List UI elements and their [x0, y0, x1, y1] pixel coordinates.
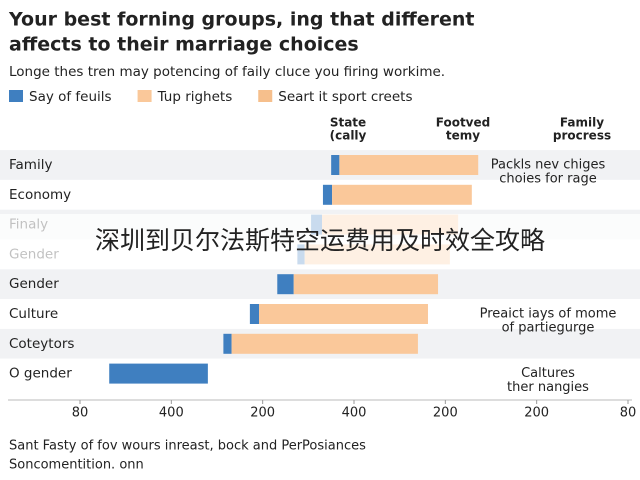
category-label: O gender	[9, 366, 72, 382]
x-tick-label: 80	[72, 406, 89, 421]
category-label: Coteytors	[9, 336, 74, 352]
bar-segment	[109, 363, 208, 384]
chart-title: Your best forning groups, ing that diffe…	[8, 9, 474, 31]
legend-label: Say of feuils	[29, 89, 112, 105]
annotation: choies for rage	[499, 172, 596, 187]
overlay-band	[0, 214, 640, 266]
annotation: ther nangies	[507, 380, 589, 395]
category-label: Family	[9, 157, 52, 173]
category-label: Gender	[9, 276, 59, 292]
bar-segment	[277, 274, 294, 295]
x-tick-label: 80	[620, 406, 637, 421]
bar-segment	[339, 155, 479, 175]
row-band	[0, 179, 640, 210]
annotation: of partiegurge	[502, 321, 595, 336]
x-tick-label: 200	[250, 406, 275, 421]
column-header: State	[330, 116, 366, 130]
legend-label: Tup righets	[157, 89, 233, 105]
bar-segment	[293, 274, 439, 295]
annotation: Packls nev chiges	[491, 158, 606, 173]
footer: Soncomentition. onn	[9, 458, 144, 473]
legend-swatch	[137, 90, 152, 102]
bar-segment	[231, 333, 418, 354]
bar-segment	[249, 304, 260, 324]
category-label: Economy	[9, 187, 71, 203]
chart-subtitle: Longe thes tren may potencing of faily c…	[9, 64, 445, 80]
annotation: Preaict iays of mome	[480, 307, 617, 322]
legend-label: Seart it sport creets	[278, 89, 412, 105]
column-header: Family	[560, 116, 604, 130]
bar-segment	[332, 184, 472, 205]
column-header: temy	[446, 129, 480, 143]
x-tick-label: 200	[433, 406, 458, 421]
bar-segment	[223, 333, 232, 354]
chart-title: affects to their marriage choices	[9, 34, 359, 56]
x-tick-label: 400	[342, 406, 367, 421]
column-header: (cally	[330, 129, 367, 143]
overlay-text: 深圳到贝尔法斯特空运费用及时效全攻略	[95, 226, 545, 255]
legend-swatch	[258, 90, 273, 102]
x-tick-label: 200	[524, 406, 549, 421]
category-label: Culture	[9, 306, 58, 322]
row-band	[0, 358, 640, 389]
bar-segment	[331, 155, 340, 175]
legend-swatch	[9, 90, 23, 102]
footer: Sant Fasty of fov wours inreast, bock an…	[9, 439, 366, 454]
bar-segment	[322, 184, 333, 205]
row-band	[0, 150, 640, 180]
bar-segment	[259, 304, 428, 324]
column-header: procress	[553, 129, 611, 143]
column-header: Footved	[436, 116, 491, 130]
x-tick-label: 400	[159, 406, 184, 421]
annotation: Caltures	[521, 366, 575, 381]
